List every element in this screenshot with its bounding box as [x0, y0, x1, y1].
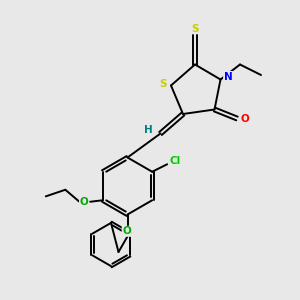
Text: O: O [80, 197, 88, 207]
Text: N: N [224, 71, 232, 82]
Text: S: S [160, 79, 167, 89]
Text: O: O [240, 113, 249, 124]
Text: H: H [143, 125, 152, 135]
Text: S: S [191, 23, 199, 34]
Text: Cl: Cl [169, 156, 180, 166]
Text: O: O [122, 226, 131, 236]
